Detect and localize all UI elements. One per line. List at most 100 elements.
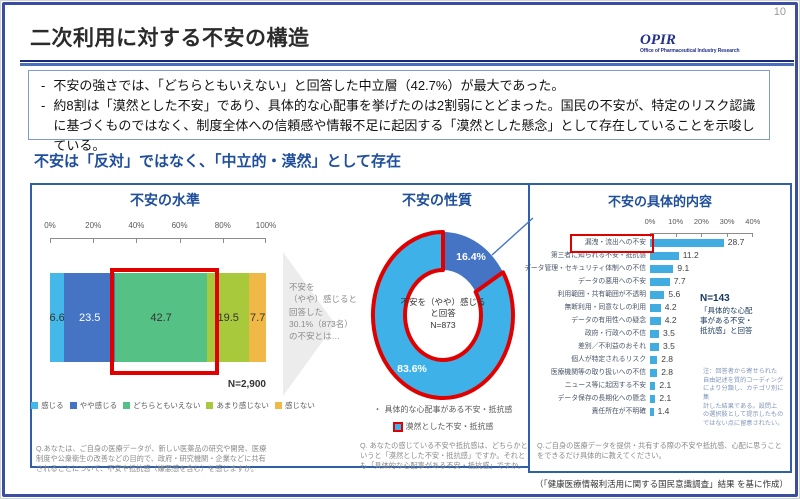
bar-row: [650, 278, 670, 286]
bar-row-label: 政府・行政への不信: [584, 330, 646, 337]
chart1-legend: 感じる やや感じる どちらともいえない あまり感じない 感じない: [31, 400, 315, 411]
bar-row: [650, 382, 656, 390]
axis-tickmark: [675, 234, 677, 237]
donut-center-label: 不安を（やや）感じる と回答 N=873: [400, 297, 486, 330]
summary-box: - 不安の強さでは、「どちらともいえない」と回答した中立層（42.7%）が最大であ…: [28, 70, 770, 153]
chart2-question: Q. あなたの感じている不安や抵抗感は、どちらかというと「漠然とした不安・抵抗感…: [360, 441, 528, 470]
chart1-question: Q.あなたは、ご自身の医療データが、新しい医薬品の研究や開発、医療制度や公衆衛生…: [36, 444, 267, 473]
bar-row-label: 第三者に知られる不安・抵抗感: [550, 252, 646, 259]
legend-label: どちらともいえない: [133, 401, 201, 410]
legend-swatch: [123, 402, 131, 409]
bar-row-label: 差別／不利益のおそれ: [578, 343, 646, 350]
legend-item: 感じる: [31, 400, 64, 411]
legend-label: 感じない: [284, 401, 315, 410]
bar-row-label: 漏洩・流出への不安: [584, 239, 646, 246]
bar-row-value: 4.2: [664, 315, 677, 325]
legend-label: あまり感じない: [216, 401, 269, 410]
opir-logo-text: OPIR: [640, 32, 676, 48]
axis-tickmark: [136, 239, 138, 243]
bar-row: [650, 369, 658, 377]
title-rule-light: [20, 63, 794, 66]
chart3-title: 不安の具体的内容: [607, 194, 712, 209]
bar-row: [650, 252, 679, 260]
legend-swatch: [274, 402, 282, 409]
chart3-n-label: N=143: [700, 293, 730, 304]
transition-arrow-icon: [283, 252, 335, 396]
bullet-dash: -: [41, 98, 46, 114]
bar-row-value: 11.2: [682, 250, 699, 260]
stack-segment: 6.6: [49, 273, 65, 362]
bar-row-value: 3.5: [663, 341, 675, 351]
bar-row-label: 無断利用・同意なしの利用: [564, 304, 646, 311]
bar-row-label: 利用範囲・共有範囲が不透明: [557, 291, 646, 298]
bar-row: [650, 239, 724, 247]
axis-tick-label: 80%: [214, 221, 231, 230]
bar-row-value: 5.6: [668, 289, 681, 299]
axis-tick-label: 100%: [255, 221, 277, 230]
stack-segment: 7.7: [249, 273, 266, 362]
specifics-panel: [528, 183, 792, 473]
bar-row: [650, 291, 665, 299]
axis-tick-label: 0%: [44, 221, 56, 230]
donut-slice-value-specific: 16.4%: [456, 251, 486, 263]
dot-marker-icon: ・: [373, 405, 382, 414]
red-square-marker-icon: [392, 421, 403, 432]
bullet-dash: -: [41, 78, 46, 93]
axis-tick-label: 60%: [171, 221, 188, 230]
chart3-question: Q.ご自身の医療データを提供・共有する際の不安や抵抗感、心配に思うことをできるだ…: [537, 441, 782, 460]
axis-tick-label: 0%: [644, 217, 656, 226]
bar-row-label: ニュース等に起因する不安: [564, 382, 646, 389]
section-heading: 不安は「反対」ではなく、「中立的・漠然」として存在: [34, 153, 402, 170]
bar-row-label: 医療機関等の取り扱いへの不信: [550, 369, 646, 376]
bullet-text: 約8割は「漠然とした不安」であり、具体的な心配事を挙げたのは2割弱にとどまった。…: [53, 98, 756, 154]
chart3-n-block: N=143 「具体的な心配 事がある不安・ 抵抗感」と回答: [700, 293, 780, 336]
axis-tickmark: [50, 239, 51, 243]
title-rule-dark: [20, 60, 794, 62]
stack-segment: 23.5: [64, 273, 116, 362]
donut-slice: [371, 230, 515, 400]
bar-row-label: 個人が特定されるリスク: [571, 356, 646, 363]
legend-item: 感じない: [274, 400, 315, 411]
axis-tickmark: [265, 239, 266, 243]
chart3-n-sublabel: 「具体的な心配 事がある不安・ 抵抗感」と回答: [700, 306, 753, 336]
bar-row-value: 3.5: [663, 328, 675, 338]
axis-tickmark: [701, 234, 703, 237]
segment-value: 6.6: [49, 311, 65, 324]
legend-swatch: [206, 402, 214, 409]
axis-tickmark: [727, 234, 729, 237]
chart1-stacked-bar: 6.6 23.5 42.7 19.5 7.7: [50, 273, 266, 362]
donut-slice-value-vague: 83.6%: [397, 363, 427, 375]
bar-row: [650, 356, 658, 364]
bar-row-value: 2.8: [661, 367, 674, 377]
axis-tickmark: [752, 234, 753, 237]
bar-row-value: 7.7: [673, 276, 686, 286]
bullet-item: - 不安の強さでは、「どちらともいえない」と回答した中立層（42.7%）が最大であ…: [41, 76, 757, 96]
chart2-legend: ・ 具体的な心配事がある不安・抵抗感 漠然とした不安・抵抗感: [330, 401, 556, 435]
chart3-note: 注：回答者から寄せられた 自由記述を質的コーディング により分類し、カテゴリ別に…: [703, 368, 784, 428]
bar-row-value: 2.1: [659, 393, 672, 403]
legend-swatch: [69, 402, 77, 409]
bar-row-label: データ保存の長期化への懸念: [557, 395, 646, 402]
stack-segment: 19.5: [207, 273, 250, 362]
axis-tickmark: [93, 239, 95, 243]
axis-tick-label: 10%: [668, 217, 684, 226]
donut-slice: [443, 232, 503, 292]
bar-row: [650, 304, 661, 312]
legend-item: ・ 具体的な心配事がある不安・抵抗感: [330, 401, 556, 418]
axis-tick-label: 20%: [85, 221, 102, 230]
bar-row-value: 2.1: [659, 380, 672, 390]
segment-value: 23.5: [78, 311, 101, 324]
summary-bullets: - 不安の強さでは、「どちらともいえない」と回答した中立層（42.7%）が最大であ…: [41, 76, 757, 157]
bar-row: [650, 265, 674, 273]
legend-swatch: [31, 402, 39, 409]
segment-value: 7.7: [250, 311, 266, 324]
chart1-axis-line: [50, 238, 266, 244]
bar-row: [650, 343, 659, 351]
chart3-highlight-box: [570, 234, 654, 253]
legend-label: 漠然とした不安・抵抗感: [405, 422, 494, 431]
attribution: （「健康医療情報利活用に関する国民意識調査」結果 を基に作成）: [534, 479, 788, 489]
bar-row-label: データの悪用への不安: [578, 278, 646, 285]
bar-row-label: データ管理・セキュリティ体制への不信: [524, 265, 646, 272]
